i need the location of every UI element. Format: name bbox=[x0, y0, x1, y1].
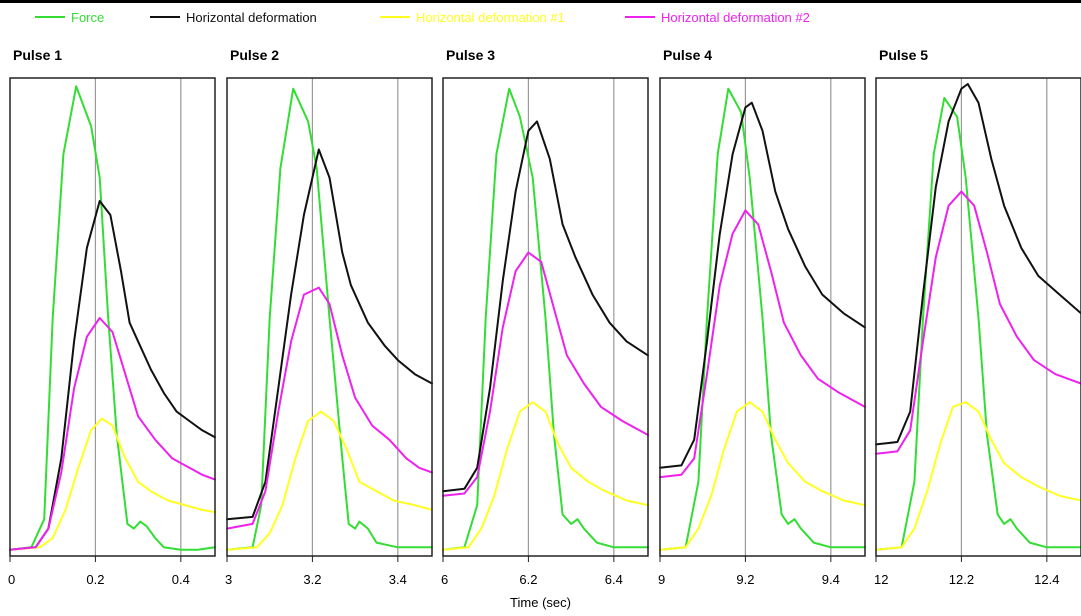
panel-5: Pulse 5 12 12.2 12.4 bbox=[874, 47, 1081, 587]
series-line-horizontal-deformation bbox=[226, 148, 433, 521]
series-line-horizontal-deformation-2 bbox=[442, 251, 649, 497]
legend-item-force: Force bbox=[35, 6, 104, 28]
panel-title: Pulse 5 bbox=[879, 47, 928, 63]
panel-2: Pulse 2 3 3.2 3.4 bbox=[225, 47, 433, 587]
tick-label: 0 bbox=[8, 572, 15, 587]
tick-label: 9.4 bbox=[822, 572, 840, 587]
panel-4: Pulse 4 9 9.2 9.4 bbox=[658, 47, 866, 587]
panel-frame bbox=[659, 77, 866, 557]
series-line-force bbox=[875, 97, 1081, 551]
legend: Force Horizontal deformation Horizontal de… bbox=[0, 6, 1081, 28]
panel-1: Pulse 1 0 0.2 0.4 bbox=[8, 47, 216, 587]
legend-item-horizontal-deformation-2: Horizontal deformation #2 bbox=[625, 6, 810, 28]
series-line-horizontal-deformation-1 bbox=[442, 401, 649, 551]
series-line-horizontal-deformation bbox=[9, 200, 216, 551]
series-line-horizontal-deformation-2 bbox=[226, 286, 433, 530]
panel-title: Pulse 4 bbox=[663, 47, 712, 63]
legend-label: Force bbox=[71, 9, 105, 25]
series-line-force bbox=[659, 87, 866, 551]
legend-item-horizontal-deformation: Horizontal deformation bbox=[150, 6, 317, 28]
tick-label: 0.2 bbox=[86, 572, 104, 587]
series-line-force bbox=[9, 85, 216, 551]
legend-swatch bbox=[625, 16, 655, 18]
panel-frame bbox=[442, 77, 649, 557]
tick-label: 0.4 bbox=[172, 572, 190, 587]
series-line-force bbox=[442, 87, 649, 551]
panel-title: Pulse 1 bbox=[13, 47, 62, 63]
tick-label: 6 bbox=[441, 572, 448, 587]
tick-label: 12.2 bbox=[949, 572, 974, 587]
tick-label: 3.4 bbox=[389, 572, 407, 587]
legend-label: Horizontal deformation bbox=[186, 9, 317, 25]
tick-label: 9.2 bbox=[736, 572, 754, 587]
tick-label: 9 bbox=[658, 572, 665, 587]
legend-swatch bbox=[380, 16, 410, 18]
series-line-horizontal-deformation-2 bbox=[9, 317, 216, 551]
tick-label: 6.4 bbox=[605, 572, 623, 587]
legend-label: Horizontal deformation #1 bbox=[416, 9, 565, 25]
panel-title: Pulse 2 bbox=[230, 47, 279, 63]
series-line-horizontal-deformation bbox=[659, 101, 866, 469]
series-line-force bbox=[226, 87, 433, 551]
legend-swatch bbox=[150, 16, 180, 18]
series-line-horizontal-deformation-2 bbox=[659, 209, 866, 479]
series-line-horizontal-deformation-1 bbox=[226, 410, 433, 551]
series-line-horizontal-deformation bbox=[875, 83, 1081, 446]
series-line-horizontal-deformation-1 bbox=[9, 417, 216, 551]
series-line-horizontal-deformation-1 bbox=[659, 401, 866, 551]
tick-label: 3 bbox=[225, 572, 232, 587]
series-line-horizontal-deformation bbox=[442, 120, 649, 493]
legend-label: Horizontal deformation #2 bbox=[661, 9, 810, 25]
panel-frame bbox=[875, 77, 1081, 557]
top-rule bbox=[0, 0, 1081, 3]
series-line-horizontal-deformation-2 bbox=[875, 190, 1081, 455]
legend-swatch bbox=[35, 16, 65, 18]
x-axis-label: Time (sec) bbox=[510, 595, 571, 610]
tick-label: 12 bbox=[874, 572, 888, 587]
panel-title: Pulse 3 bbox=[446, 47, 495, 63]
panel-3: Pulse 3 6 6.2 6.4 bbox=[441, 47, 649, 587]
tick-label: 3.2 bbox=[303, 572, 321, 587]
legend-item-horizontal-deformation-1: Horizontal deformation #1 bbox=[380, 6, 565, 28]
tick-label: 12.4 bbox=[1034, 572, 1059, 587]
tick-label: 6.2 bbox=[519, 572, 537, 587]
series-line-horizontal-deformation-1 bbox=[875, 401, 1081, 551]
panel-frame bbox=[9, 77, 216, 557]
panel-frame bbox=[226, 77, 433, 557]
